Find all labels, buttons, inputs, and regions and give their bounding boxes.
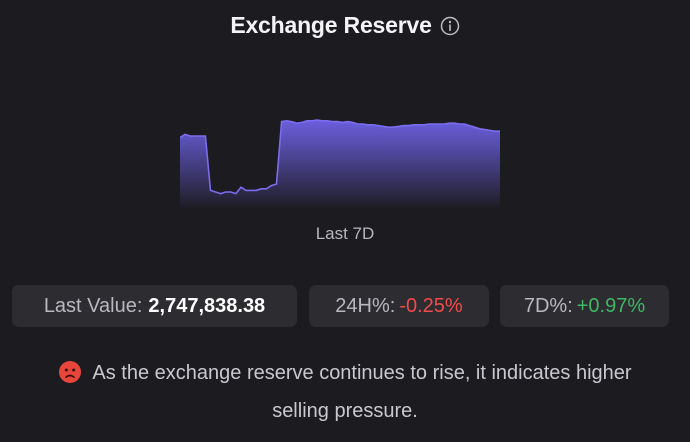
last-value: 2,747,838.38 (148, 294, 266, 317)
card-title: Exchange Reserve (230, 12, 432, 38)
title-row: Exchange Reserve (0, 12, 690, 39)
period-label: Last 7D (315, 224, 375, 243)
sad-face-emoji-icon (58, 359, 82, 383)
insight-message: As the exchange reserve continues to ris… (40, 354, 650, 430)
reserve-area (180, 120, 500, 210)
last-value-box: Last Value: 2,747,838.38 (12, 285, 297, 327)
reserve-line (179, 119, 500, 195)
change-24h-value: -0.25% (399, 294, 463, 317)
insight-text: As the exchange reserve continues to ris… (92, 362, 632, 422)
info-circle-icon[interactable] (440, 16, 460, 36)
change-7d-box: 7D%: +0.97% (500, 285, 669, 327)
change-7d-label: 7D%: (523, 294, 573, 317)
change-24h-box: 24H%: -0.25% (309, 285, 489, 327)
last-value-label: Last Value: (43, 294, 143, 317)
change-7d-value: +0.97% (576, 294, 646, 317)
reserve-chart (179, 115, 500, 210)
change-24h-label: 24H%: (335, 294, 396, 317)
